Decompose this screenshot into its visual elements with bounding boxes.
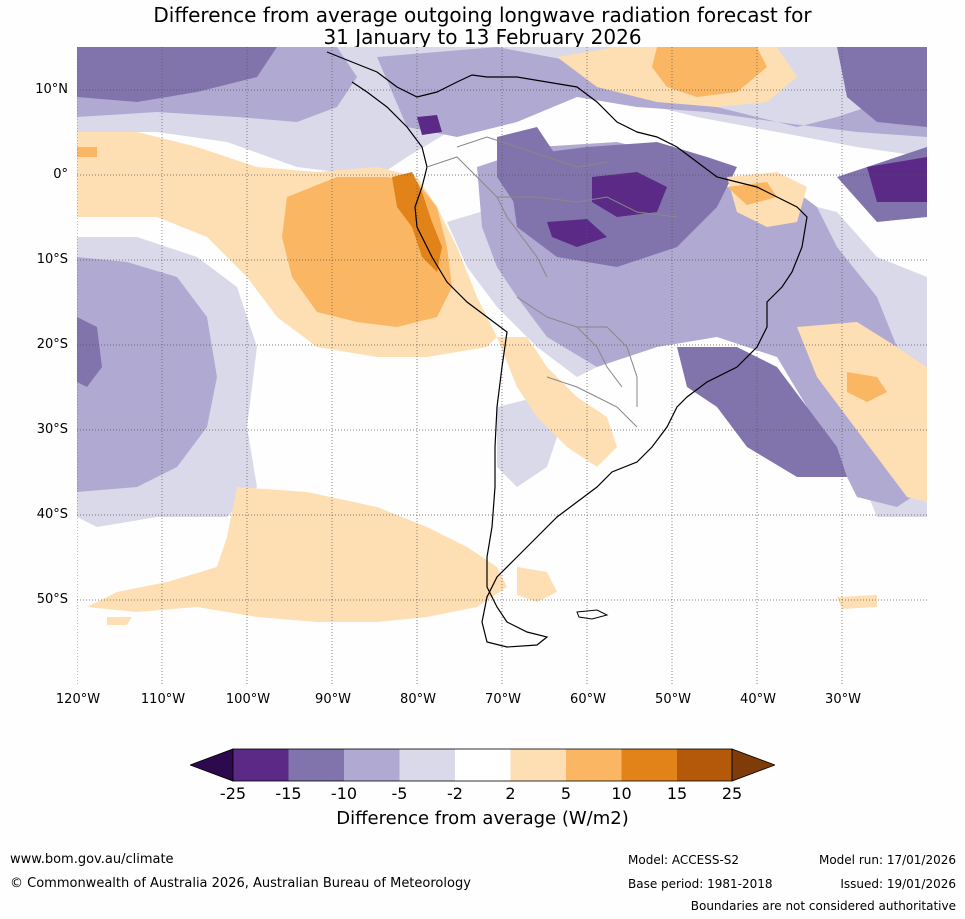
colorbar-seg-7 xyxy=(566,749,622,781)
lon-label-90w: 90°W xyxy=(315,692,351,707)
lon-label-110w: 110°W xyxy=(140,692,186,707)
lon-label-70w: 70°W xyxy=(485,692,521,707)
disclaimer-text: Boundaries are not considered authoritat… xyxy=(690,899,956,913)
colorbar-tick: -2 xyxy=(447,784,463,803)
lat-label-10s: 10°S xyxy=(36,252,68,267)
colorbar-seg-9 xyxy=(677,749,732,781)
lon-label-100w: 100°W xyxy=(225,692,271,707)
olr-anomaly-map xyxy=(77,47,927,685)
lat-label-0: 0° xyxy=(53,167,68,182)
title-line-1: Difference from average outgoing longwav… xyxy=(153,3,812,27)
anomaly-band-minus25-minus15 xyxy=(417,115,927,247)
colorbar-seg-2 xyxy=(288,749,344,781)
colorbar-tick: 2 xyxy=(505,784,516,803)
lon-label-120w: 120°W xyxy=(55,692,101,707)
colorbar-seg-1 xyxy=(233,749,289,781)
colorbar-seg-8 xyxy=(621,749,677,781)
colorbar-tick: 25 xyxy=(721,784,743,803)
colorbar-arrow-high xyxy=(731,748,775,782)
lon-label-80w: 80°W xyxy=(400,692,436,707)
colorbar-tick: 15 xyxy=(666,784,688,803)
chart-title: Difference from average outgoing longwav… xyxy=(0,4,965,48)
website-link[interactable]: www.bom.gov.au/climate xyxy=(10,852,174,867)
base-period-text: Base period: 1981-2018 xyxy=(628,877,773,891)
title-line-2: 31 January to 13 February 2026 xyxy=(323,25,642,49)
country-borders xyxy=(426,136,678,428)
model-text: Model: ACCESS-S2 xyxy=(628,853,740,867)
colorbar-seg-4 xyxy=(399,749,455,781)
colorbar-seg-6 xyxy=(510,749,566,781)
colorbar-arrow-low xyxy=(190,748,234,782)
anomaly-band-5-10 xyxy=(77,47,887,402)
model-run-text: Model run: 17/01/2026 xyxy=(818,853,956,867)
lat-label-10n: 10°N xyxy=(35,82,68,97)
graticule xyxy=(77,47,927,685)
lat-label-30s: 30°S xyxy=(36,422,68,437)
colorbar-tick: -10 xyxy=(330,784,358,803)
issued-text: Issued: 19/01/2026 xyxy=(840,877,956,891)
lon-label-50w: 50°W xyxy=(655,692,691,707)
colorbar-tick: -25 xyxy=(219,784,247,803)
colorbar-tick: -15 xyxy=(275,784,302,803)
lon-label-40w: 40°W xyxy=(740,692,776,707)
colorbar-seg-5 xyxy=(455,749,511,781)
falkland-islands xyxy=(576,609,609,620)
lon-label-60w: 60°W xyxy=(570,692,606,707)
colorbar-tick: 10 xyxy=(611,784,632,803)
lon-label-30w: 30°W xyxy=(825,692,861,707)
colorbar-tick: -5 xyxy=(391,784,408,803)
lat-label-40s: 40°S xyxy=(36,507,68,522)
colorbar-tick: 5 xyxy=(560,784,572,803)
colorbar-seg-3 xyxy=(344,749,400,781)
coastline-south-america xyxy=(326,51,808,648)
lat-label-50s: 50°S xyxy=(36,592,68,607)
copyright-text: © Commonwealth of Australia 2026, Austra… xyxy=(10,876,471,891)
colorbar xyxy=(190,748,775,782)
lat-label-20s: 20°S xyxy=(36,337,68,352)
colorbar-label: Difference from average (W/m2) xyxy=(336,808,629,829)
